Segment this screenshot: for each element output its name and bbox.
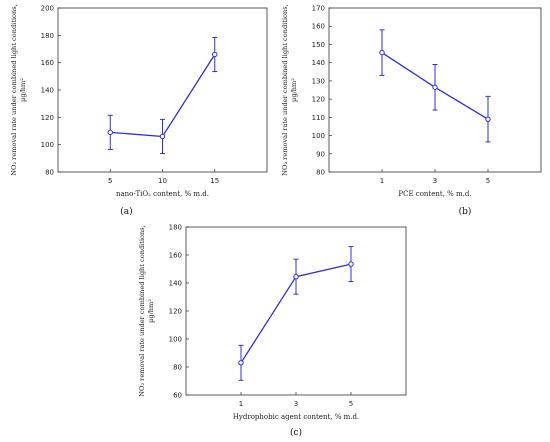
y-tick-label: 100 bbox=[41, 141, 54, 149]
y-tick-label: 80 bbox=[45, 169, 54, 177]
y-tick-label: 120 bbox=[312, 96, 325, 104]
x-axis-label: PCE content, % m.d. bbox=[398, 190, 471, 198]
y-tick-label: 140 bbox=[312, 59, 325, 67]
x-tick-label: 1 bbox=[380, 177, 384, 185]
y-axis-unit: µg/hm² bbox=[147, 299, 155, 323]
data-point bbox=[485, 116, 491, 122]
data-point bbox=[238, 360, 244, 366]
x-tick-label: 3 bbox=[294, 400, 298, 408]
data-point bbox=[348, 261, 354, 267]
panel-label: (a) bbox=[120, 206, 132, 217]
y-tick-label: 110 bbox=[312, 114, 325, 122]
y-axis-label: NO₂ removal rate under combined light co… bbox=[281, 4, 289, 175]
y-tick-label: 120 bbox=[41, 114, 54, 122]
data-point bbox=[159, 133, 166, 140]
data-point bbox=[107, 129, 113, 136]
y-tick-label: 80 bbox=[316, 169, 325, 177]
y-tick-label: 180 bbox=[169, 224, 182, 232]
x-axis-label: nano-TiO₂ content, % m.d. bbox=[116, 190, 209, 198]
y-axis-label: NO₂ removal rate under combined light co… bbox=[138, 225, 146, 396]
x-tick-label: 5 bbox=[108, 177, 112, 185]
y-tick-label: 150 bbox=[312, 41, 325, 49]
x-tick-label: 5 bbox=[486, 177, 490, 185]
x-tick-label: 3 bbox=[433, 177, 437, 185]
panel-label: (c) bbox=[290, 427, 302, 438]
data-point bbox=[293, 274, 299, 280]
y-axis-label: NO₂ removal rate under combined light co… bbox=[10, 4, 18, 175]
y-tick-label: 120 bbox=[169, 308, 182, 316]
y-tick-label: 160 bbox=[169, 252, 182, 260]
y-tick-label: 160 bbox=[312, 23, 325, 31]
y-tick-label: 200 bbox=[41, 5, 54, 13]
data-point bbox=[212, 51, 218, 58]
y-tick-label: 140 bbox=[41, 87, 54, 95]
x-tick-label: 5 bbox=[349, 400, 353, 408]
y-tick-label: 100 bbox=[312, 132, 325, 140]
x-tick-label: 10 bbox=[158, 177, 167, 185]
chart-panel-3: 60 80 100 120 140 160 180 1 3 5 Hydrophobic agent … bbox=[138, 224, 407, 438]
y-tick-label: 90 bbox=[316, 150, 325, 158]
y-tick-label: 60 bbox=[173, 392, 182, 400]
data-point bbox=[379, 49, 385, 56]
y-tick-label: 160 bbox=[41, 59, 54, 67]
x-tick-label: 1 bbox=[239, 400, 243, 408]
y-tick-label: 180 bbox=[41, 32, 54, 40]
y-tick-label: 140 bbox=[169, 280, 182, 288]
x-tick-label: 15 bbox=[210, 177, 219, 185]
y-tick-label: 130 bbox=[312, 77, 325, 85]
y-tick-label: 100 bbox=[169, 336, 182, 344]
y-tick-label: 170 bbox=[312, 5, 325, 13]
panel-label: (b) bbox=[459, 206, 472, 217]
y-axis-unit: µg/hm² bbox=[19, 78, 27, 102]
y-axis-unit: µg/hm² bbox=[290, 78, 298, 102]
y-tick-label: 80 bbox=[173, 364, 182, 372]
x-axis-label: Hydrophobic agent content, % m.d. bbox=[233, 413, 359, 421]
chart-panel-2: 80 90 100 110 120 130 140 150 160 170 1 3 5 PCE conte… bbox=[281, 4, 542, 217]
plot-frame bbox=[185, 226, 407, 396]
data-point bbox=[432, 84, 438, 90]
